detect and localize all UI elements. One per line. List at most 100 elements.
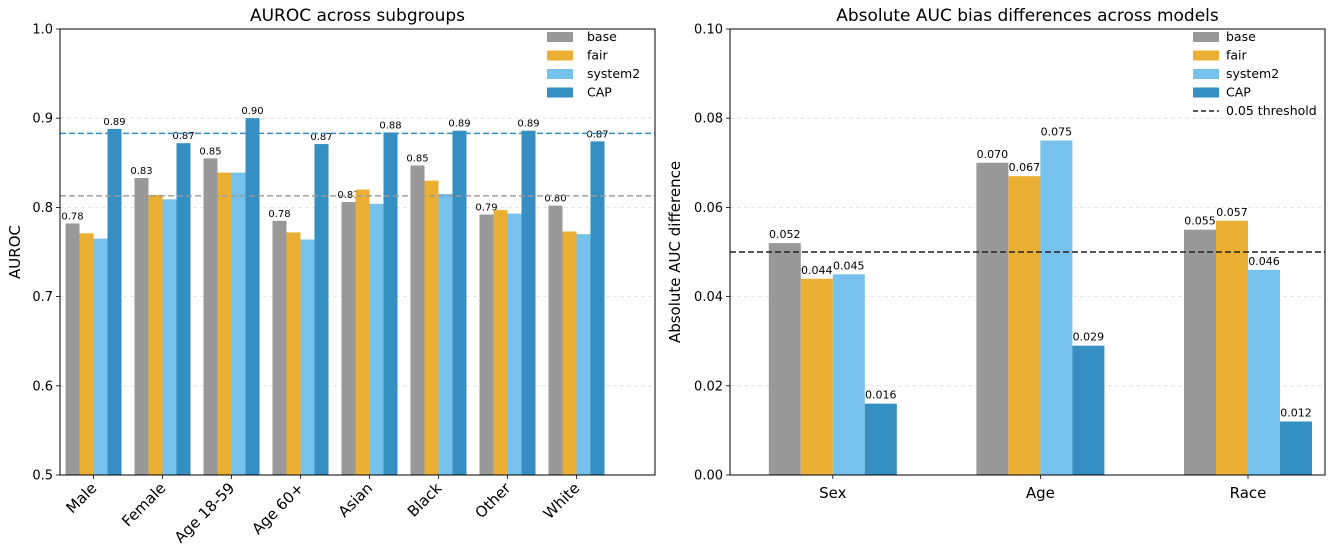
- legend-swatch: [1193, 50, 1219, 61]
- legend-label: 0.05 threshold: [1226, 103, 1317, 118]
- y-tick-label: 0.00: [694, 469, 723, 484]
- bar-system2: [507, 213, 522, 476]
- bar-cap: [864, 403, 897, 475]
- data-label: 0.80: [544, 194, 566, 205]
- data-label: 0.016: [865, 389, 897, 402]
- data-label: 0.045: [833, 259, 865, 272]
- bar-fair: [1216, 220, 1248, 475]
- bar-system2: [832, 274, 865, 475]
- legend-label: fair: [587, 48, 609, 63]
- bar-system2: [300, 239, 315, 475]
- bar-fair: [148, 194, 163, 476]
- data-label: 0.87: [310, 132, 332, 143]
- data-label: 0.87: [172, 131, 194, 142]
- x-tick-label: Black: [404, 479, 446, 521]
- legend-label: CAP: [587, 85, 612, 100]
- auroc-chart: AUROC across subgroupsAUROC0.50.60.70.80…: [6, 6, 656, 547]
- data-label: 0.89: [448, 119, 470, 130]
- bar-fair: [79, 233, 94, 475]
- data-label: 0.78: [268, 209, 290, 220]
- y-tick-label: 0.8: [32, 201, 53, 216]
- bar-cap: [107, 128, 122, 476]
- data-label: 0.89: [517, 119, 539, 130]
- legend-swatch: [547, 32, 573, 42]
- data-label: 0.90: [241, 106, 263, 117]
- bar-system2: [231, 172, 246, 475]
- bar-cap: [452, 130, 467, 476]
- bar-base: [768, 243, 801, 475]
- bar-system2: [576, 234, 591, 475]
- bar-fair: [562, 231, 577, 475]
- bar-system2: [1248, 269, 1280, 475]
- y-tick-label: 0.6: [32, 379, 53, 394]
- bar-fair: [800, 278, 833, 475]
- chart-title: Absolute AUC bias differences across mod…: [836, 6, 1219, 26]
- x-tick-label: Other: [471, 479, 514, 522]
- bar-fair: [286, 232, 301, 475]
- data-label: 0.85: [406, 153, 428, 164]
- data-label: 0.046: [1248, 255, 1280, 268]
- bar-system2: [93, 238, 108, 475]
- data-label: 0.057: [1216, 206, 1248, 219]
- legend-label: system2: [587, 66, 640, 81]
- x-tick-label: Age: [1026, 484, 1055, 502]
- bar-base: [479, 214, 494, 475]
- y-tick-label: 0.5: [32, 469, 53, 484]
- bar-base: [548, 205, 563, 475]
- bias-difference-chart: Absolute AUC bias differences across mod…: [666, 6, 1326, 502]
- bar-cap: [1280, 421, 1312, 475]
- bar-base: [410, 165, 425, 475]
- plot-frame: [59, 28, 656, 476]
- y-tick-label: 0.06: [694, 201, 723, 216]
- data-label: 0.075: [1041, 126, 1073, 139]
- x-tick-label: Sex: [819, 484, 846, 502]
- data-label: 0.070: [977, 148, 1009, 161]
- legend-swatch: [1193, 87, 1219, 98]
- y-axis-label: Absolute AUC difference: [666, 161, 684, 343]
- data-label: 0.89: [103, 117, 125, 128]
- bar-cap: [314, 144, 329, 475]
- legend-swatch: [547, 87, 573, 98]
- x-tick-label: Race: [1230, 484, 1267, 502]
- y-tick-label: 0.04: [694, 290, 723, 305]
- plot-frame: [729, 28, 1326, 476]
- bar-cap: [521, 130, 536, 476]
- bar-fair: [1008, 176, 1041, 475]
- data-label: 0.067: [1009, 161, 1041, 174]
- y-tick-label: 1.0: [32, 23, 53, 38]
- bar-system2: [1040, 140, 1073, 475]
- data-label: 0.83: [130, 166, 152, 177]
- x-tick-label: Age 60+: [248, 479, 307, 538]
- x-tick-label: Age 18-59: [171, 479, 238, 546]
- legend-label: base: [1226, 29, 1256, 44]
- x-tick-label: Male: [62, 479, 100, 517]
- bar-fair: [424, 180, 439, 475]
- bar-base: [272, 220, 287, 475]
- x-tick-label: Female: [118, 479, 169, 530]
- legend-label: CAP: [1226, 85, 1251, 100]
- data-label: 0.78: [61, 211, 83, 222]
- legend-label: system2: [1226, 66, 1279, 81]
- bar-base: [65, 223, 80, 475]
- bar-cap: [383, 132, 398, 476]
- bar-system2: [438, 194, 453, 475]
- x-tick-label: White: [540, 479, 584, 523]
- data-label: 0.79: [475, 203, 497, 214]
- bar-cap: [176, 143, 191, 475]
- data-label: 0.012: [1280, 406, 1312, 419]
- y-tick-label: 0.08: [694, 112, 723, 127]
- data-label: 0.044: [801, 264, 833, 277]
- legend-label: fair: [1226, 48, 1248, 63]
- y-axis-label: AUROC: [6, 225, 24, 279]
- y-tick-label: 0.02: [694, 379, 723, 394]
- data-label: 0.87: [586, 129, 608, 140]
- legend-swatch: [547, 50, 573, 61]
- bar-cap: [590, 141, 605, 475]
- chart-title: AUROC across subgroups: [250, 6, 465, 26]
- bar-base: [203, 158, 218, 475]
- legend-swatch: [547, 69, 573, 79]
- data-label: 0.029: [1073, 331, 1105, 344]
- legend-label: base: [587, 29, 617, 44]
- bar-base: [134, 177, 149, 476]
